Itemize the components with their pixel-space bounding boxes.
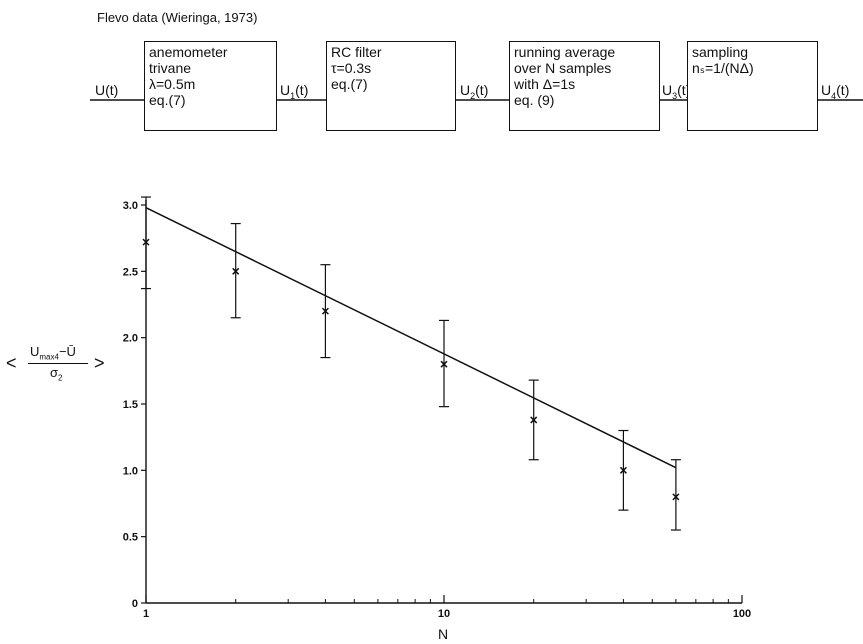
running-average-line-2: over N samples [514, 60, 612, 76]
data-point [440, 360, 448, 368]
anemometer-line-4: eq.(7) [149, 92, 186, 108]
signal-u4: U4(t) [821, 82, 850, 101]
figure-title: Flevo data (Wieringa, 1973) [97, 10, 258, 25]
running-average-line-1: running average [514, 44, 616, 60]
rc-filter-line-1: RC filter [331, 44, 382, 60]
x-tick-label: 1 [143, 608, 149, 620]
rc-filter-line-2: τ=0.3s [331, 60, 372, 76]
data-point [530, 416, 538, 424]
fit-line [145, 206, 677, 469]
y-tick-label: 0 [132, 598, 138, 610]
y-label-denominator: σ2 [50, 365, 63, 383]
block-diagram-connectors [90, 99, 863, 101]
y-tick-label: 2.0 [123, 333, 138, 345]
signal-u1: U1(t) [280, 82, 309, 101]
sampling-block: sampling nₛ=1/(NΔ) [687, 41, 818, 131]
signal-u2: U2(t) [460, 82, 489, 101]
sampling-line-2: nₛ=1/(NΔ) [692, 60, 754, 76]
y-label-right-angle: > [94, 353, 105, 373]
data-point [672, 493, 680, 501]
data-point [619, 466, 627, 474]
y-label-numerator: Umax4−Ū [30, 344, 76, 362]
x-tick-label: 10 [438, 608, 450, 620]
y-tick-label: 0.5 [123, 532, 138, 544]
data-point [321, 307, 329, 315]
data-point [142, 238, 150, 246]
rc-filter-block: RC filter τ=0.3s eq.(7) [326, 41, 456, 131]
running-average-line-4: eq. (9) [514, 92, 555, 108]
signal-u0: U(t) [95, 82, 119, 98]
x-tick-label: 100 [733, 608, 751, 620]
y-tick-label: 3.0 [123, 200, 138, 212]
y-tick-label: 2.5 [123, 266, 138, 278]
running-average-block: running average over N samples with Δ=1s… [509, 41, 660, 131]
anemometer-line-2: trivane [149, 60, 192, 76]
anemometer-block: anemometer trivane λ=0.5m eq.(7) [144, 41, 277, 131]
y-tick-label: 1.0 [123, 465, 138, 477]
x-axis-label: N [438, 626, 449, 642]
anemometer-line-3: λ=0.5m [149, 76, 196, 92]
sampling-line-1: sampling [692, 44, 749, 60]
rc-filter-line-3: eq.(7) [331, 76, 368, 92]
y-tick-label: 1.5 [123, 399, 138, 411]
data-point [232, 267, 240, 275]
y-label-fraction-bar [28, 363, 88, 364]
y-axis-label: < Umax4−Ū σ2 > [6, 344, 116, 388]
anemometer-line-1: anemometer [149, 44, 228, 60]
running-average-line-3: with Δ=1s [514, 76, 576, 92]
y-label-left-angle: < [6, 353, 17, 373]
